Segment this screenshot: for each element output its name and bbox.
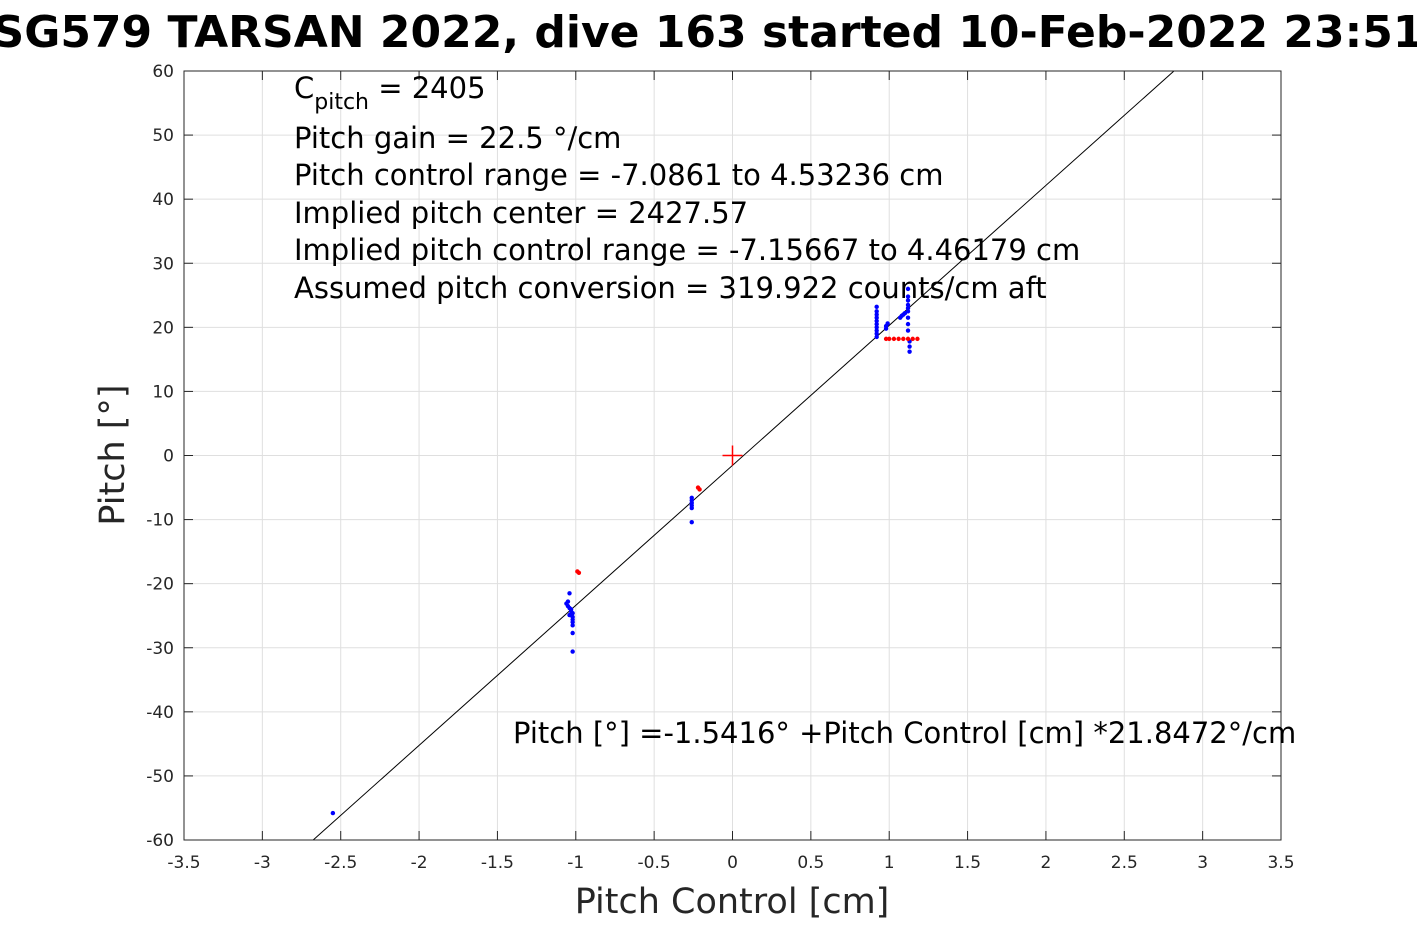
data-point: [576, 570, 582, 575]
y-tick-label: -50: [146, 767, 174, 787]
data-point: [905, 321, 911, 327]
x-tick-label: -1: [567, 853, 584, 873]
data-point: [570, 619, 575, 625]
data-point: [896, 336, 901, 342]
data-point: [874, 325, 879, 330]
data-point: [330, 810, 336, 816]
x-tick-label: -2: [411, 853, 428, 873]
c-pitch-subscript: pitch: [314, 90, 369, 115]
data-point: [570, 623, 575, 628]
data-point: [907, 344, 912, 349]
data-point: [891, 336, 897, 342]
c-pitch-value: = 2405: [369, 71, 486, 105]
x-tick-label: 1.5: [954, 853, 981, 873]
data-point: [905, 302, 911, 308]
data-point: [567, 591, 572, 596]
data-point: [874, 315, 879, 320]
x-axis-label: Pitch Control [cm]: [575, 882, 890, 922]
x-tick-label: -0.5: [638, 853, 671, 873]
y-axis-label: Pitch [°]: [93, 384, 133, 525]
x-tick-label: -3: [254, 853, 271, 873]
grid: [183, 70, 1282, 841]
data-point: [874, 304, 879, 310]
data-point: [874, 331, 879, 336]
x-tick-label: 0.5: [797, 853, 824, 873]
data-point: [885, 321, 890, 326]
y-tick-label: 20: [152, 318, 174, 338]
data-point: [905, 286, 911, 292]
x-tick-label: 1: [884, 853, 895, 873]
data-point: [905, 315, 911, 320]
data-point: [883, 336, 889, 342]
x-tick-label: -2.5: [324, 853, 357, 873]
x-tick-label: 0: [727, 853, 738, 873]
data-point: [887, 336, 892, 342]
fit-equation-annotation: Pitch [°] =-1.5416° +Pitch Control [cm] …: [513, 716, 1296, 750]
pitch-gain-annotation: Pitch gain = 22.5 °/cm: [294, 121, 621, 155]
control-range-annotation: Pitch control range = -7.0861 to 4.53236…: [294, 158, 943, 192]
data-point: [901, 336, 906, 342]
data-point: [874, 321, 879, 327]
data-point: [697, 487, 702, 492]
fit-line-layer: [312, 70, 1175, 841]
data-point: [570, 630, 575, 636]
center-marker-layer: [722, 445, 743, 466]
data-point: [915, 336, 920, 342]
c-pitch-main: C: [294, 71, 314, 105]
c-pitch-annotation: Cpitch = 2405: [294, 71, 486, 115]
y-tick-label: 10: [152, 382, 174, 402]
data-point: [905, 328, 911, 333]
data-point: [905, 336, 911, 342]
y-tick-label: 60: [152, 62, 174, 82]
x-tick-label: 3.5: [1267, 853, 1294, 873]
chart-title: SG579 TARSAN 2022, dive 163 started 10-F…: [0, 7, 1417, 58]
data-point: [874, 328, 879, 333]
y-tick-label: -60: [146, 831, 174, 851]
data-point: [874, 318, 879, 324]
implied-center-annotation: Implied pitch center = 2427.57: [294, 196, 748, 230]
scatter-points: [330, 286, 920, 816]
y-tick-label: 0: [163, 447, 174, 467]
data-point: [905, 298, 911, 303]
x-tick-label: -1.5: [481, 853, 514, 873]
x-tick-label: -3.5: [167, 853, 200, 873]
y-tick-label: -40: [146, 703, 174, 723]
x-tick-label: 3: [1197, 853, 1208, 873]
data-point: [689, 505, 694, 511]
x-tick-label: 2.5: [1111, 853, 1138, 873]
data-point: [874, 334, 879, 340]
y-tick-label: -30: [146, 639, 174, 659]
y-tick-label: 40: [152, 190, 174, 210]
implied-range-annotation: Implied pitch control range = -7.15667 t…: [294, 233, 1080, 267]
data-point: [905, 305, 911, 311]
x-tick-label: 2: [1041, 853, 1052, 873]
conversion-annotation: Assumed pitch conversion = 319.922 count…: [294, 271, 1047, 305]
data-point: [910, 336, 915, 342]
data-point: [874, 309, 879, 314]
data-point: [689, 519, 694, 525]
y-tick-label: 30: [152, 254, 174, 274]
fit-line: [312, 70, 1175, 841]
tick-labels: -3.5 -3 -2.5 -2 -1.5 -1 -0.5 0 0.5 1 1.5 2 2.5 3 3.5 -6…: [146, 62, 1294, 873]
y-tick-label: 50: [152, 126, 174, 146]
data-point: [905, 309, 911, 314]
data-point: [907, 349, 912, 354]
data-point: [874, 312, 879, 317]
data-point: [570, 649, 575, 654]
data-point: [905, 294, 911, 299]
y-tick-label: -20: [146, 575, 174, 595]
y-tick-label: -10: [146, 511, 174, 531]
axis-ticks: [183, 70, 1282, 841]
